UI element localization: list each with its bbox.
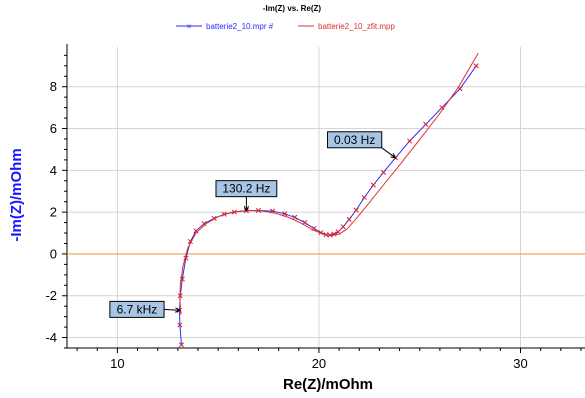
data-point-stroke — [335, 229, 341, 235]
ticks: 10 20 30 -4 -2 0 2 4 6 8 — [45, 54, 582, 371]
annotation-label: 130.2 Hz — [222, 182, 270, 196]
annotation-label: 6.7 kHz — [117, 302, 158, 316]
y-tick-label: 6 — [50, 121, 57, 136]
data-point-stroke — [346, 216, 352, 223]
series-line-1 — [179, 53, 479, 315]
legend-marker-0: × — [187, 22, 192, 31]
data-point — [423, 121, 429, 127]
annotation-arrowhead — [243, 205, 250, 212]
data-point-stroke — [439, 105, 445, 111]
chart-title: -Im(Z) vs. Re(Z) — [263, 4, 322, 13]
series-layer — [176, 53, 479, 348]
annotation-arrow — [164, 308, 180, 311]
y-tick-label: -4 — [45, 330, 57, 345]
data-point — [370, 182, 376, 188]
data-point-stroke — [318, 230, 324, 236]
annotation-0: 6.7 kHz — [109, 300, 182, 318]
data-point — [380, 169, 386, 175]
y-tick-label: 2 — [50, 205, 57, 220]
data-point — [193, 228, 199, 234]
data-point-stroke — [177, 322, 183, 328]
y-tick-label: 8 — [50, 79, 57, 94]
data-point-stroke — [201, 221, 207, 227]
y-tick-label: -2 — [45, 288, 57, 303]
data-point — [407, 138, 413, 144]
annotation-1: 130.2 Hz — [215, 180, 278, 212]
annotation-2: 0.03 Hz — [327, 131, 397, 159]
x-tick-label: 10 — [110, 356, 124, 371]
legend-label-0: batterie2_10.mpr # — [206, 22, 274, 31]
data-point-stroke — [380, 169, 386, 175]
legend: × batterie2_10.mpr # batterie2_10_zfit.m… — [176, 22, 395, 31]
data-point — [353, 207, 359, 213]
legend-label-1: batterie2_10_zfit.mpp — [318, 22, 395, 31]
data-point — [346, 216, 352, 223]
data-point — [201, 221, 207, 227]
annotation-arrowhead — [390, 153, 397, 159]
annotation-arrowhead — [175, 307, 182, 313]
y-tick-label: 4 — [50, 163, 57, 178]
data-point-stroke — [340, 224, 346, 230]
x-axis-title: Re(Z)/mOhm — [283, 376, 373, 393]
x-tick-label: 30 — [513, 356, 527, 371]
data-point-stroke — [178, 342, 185, 348]
data-point-stroke — [457, 86, 463, 92]
annotation-label: 0.03 Hz — [334, 133, 375, 147]
data-point — [292, 214, 298, 220]
x-tick-label: 20 — [312, 356, 326, 371]
data-point — [473, 63, 479, 69]
data-point-stroke — [423, 121, 429, 127]
data-point-stroke — [292, 214, 298, 220]
annotations: 6.7 kHz 130.2 Hz 0.03 Hz — [109, 131, 397, 318]
data-point-stroke — [370, 182, 376, 188]
data-point-stroke — [407, 138, 413, 144]
data-point — [177, 322, 183, 328]
axes — [66, 44, 585, 349]
data-point-stroke — [353, 207, 359, 213]
annotation-arrow — [381, 147, 396, 159]
data-point-stroke — [473, 63, 479, 69]
annotation-box — [327, 131, 383, 149]
data-point-stroke — [193, 228, 199, 234]
data-point — [361, 194, 367, 201]
data-point — [340, 224, 346, 230]
data-point — [178, 342, 185, 348]
data-point-stroke — [361, 194, 367, 201]
y-axis-title: -Im(Z)/mOhm — [8, 148, 25, 241]
y-tick-label: 0 — [50, 246, 57, 261]
